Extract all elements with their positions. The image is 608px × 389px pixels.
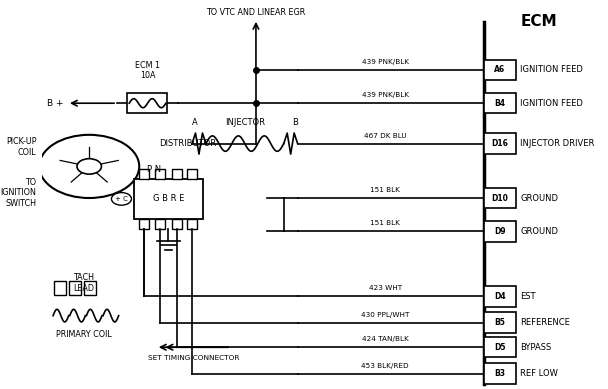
Bar xyxy=(484,60,516,80)
Text: 423 WHT: 423 WHT xyxy=(368,286,402,291)
Circle shape xyxy=(77,159,102,174)
Bar xyxy=(69,281,81,294)
Text: D9: D9 xyxy=(494,227,506,236)
Text: 430 PPL/WHT: 430 PPL/WHT xyxy=(361,312,409,318)
Text: GROUND: GROUND xyxy=(520,227,559,236)
Text: INJECTOR: INJECTOR xyxy=(225,118,265,127)
Text: 439 PNK/BLK: 439 PNK/BLK xyxy=(362,92,409,98)
Text: B3: B3 xyxy=(494,369,505,378)
Bar xyxy=(127,93,167,113)
Text: ECM 1
10A: ECM 1 10A xyxy=(135,61,160,81)
Text: ECM: ECM xyxy=(521,14,558,30)
Bar xyxy=(134,179,203,219)
Text: + C: + C xyxy=(115,196,128,202)
Text: IGNITION FEED: IGNITION FEED xyxy=(520,65,583,74)
Bar xyxy=(484,337,516,357)
Text: PRIMARY COIL: PRIMARY COIL xyxy=(56,330,111,339)
Circle shape xyxy=(39,135,139,198)
Bar xyxy=(484,221,516,242)
Bar xyxy=(172,169,182,179)
Text: D5: D5 xyxy=(494,343,506,352)
Bar xyxy=(139,169,149,179)
Bar xyxy=(187,219,197,229)
Text: SET TIMING CONNECTOR: SET TIMING CONNECTOR xyxy=(148,355,239,361)
Text: 151 BLK: 151 BLK xyxy=(370,187,400,193)
Text: 467 DK BLU: 467 DK BLU xyxy=(364,133,407,138)
Text: 439 PNK/BLK: 439 PNK/BLK xyxy=(362,59,409,65)
Text: EST: EST xyxy=(520,292,536,301)
Text: GROUND: GROUND xyxy=(520,193,559,203)
Bar xyxy=(484,188,516,208)
Text: A: A xyxy=(192,118,198,127)
Text: G B R E: G B R E xyxy=(153,194,184,203)
Circle shape xyxy=(111,193,131,205)
Bar xyxy=(172,219,182,229)
Bar xyxy=(484,133,516,154)
Text: REFERENCE: REFERENCE xyxy=(520,318,570,327)
Text: PICK-UP
COIL: PICK-UP COIL xyxy=(6,137,36,157)
Bar xyxy=(85,281,97,294)
Text: BYPASS: BYPASS xyxy=(520,343,551,352)
Text: 151 BLK: 151 BLK xyxy=(370,221,400,226)
Text: TACH
LEAD: TACH LEAD xyxy=(73,273,94,293)
Text: B4: B4 xyxy=(494,99,505,108)
Text: REF LOW: REF LOW xyxy=(520,369,558,378)
Text: P N: P N xyxy=(148,165,162,175)
Text: B +: B + xyxy=(47,99,63,108)
Text: D16: D16 xyxy=(491,139,508,148)
Bar xyxy=(156,219,165,229)
Text: 453 BLK/RED: 453 BLK/RED xyxy=(361,363,409,369)
Bar xyxy=(484,363,516,384)
Text: IGNITION FEED: IGNITION FEED xyxy=(520,99,583,108)
Text: 424 TAN/BLK: 424 TAN/BLK xyxy=(362,336,409,342)
Bar xyxy=(484,93,516,113)
Text: D10: D10 xyxy=(491,193,508,203)
Text: DISTRIBUTOR: DISTRIBUTOR xyxy=(159,139,216,148)
Text: B5: B5 xyxy=(494,318,505,327)
Bar xyxy=(484,286,516,307)
Bar xyxy=(139,219,149,229)
Text: B: B xyxy=(292,118,298,127)
Text: D4: D4 xyxy=(494,292,506,301)
Bar xyxy=(187,169,197,179)
Text: TO
IGNITION
SWITCH: TO IGNITION SWITCH xyxy=(1,178,36,208)
Bar xyxy=(156,169,165,179)
Bar xyxy=(484,312,516,333)
Bar xyxy=(54,281,66,294)
Text: TO VTC AND LINEAR EGR: TO VTC AND LINEAR EGR xyxy=(206,8,306,17)
Text: INJECTOR DRIVER: INJECTOR DRIVER xyxy=(520,139,595,148)
Text: A6: A6 xyxy=(494,65,505,74)
